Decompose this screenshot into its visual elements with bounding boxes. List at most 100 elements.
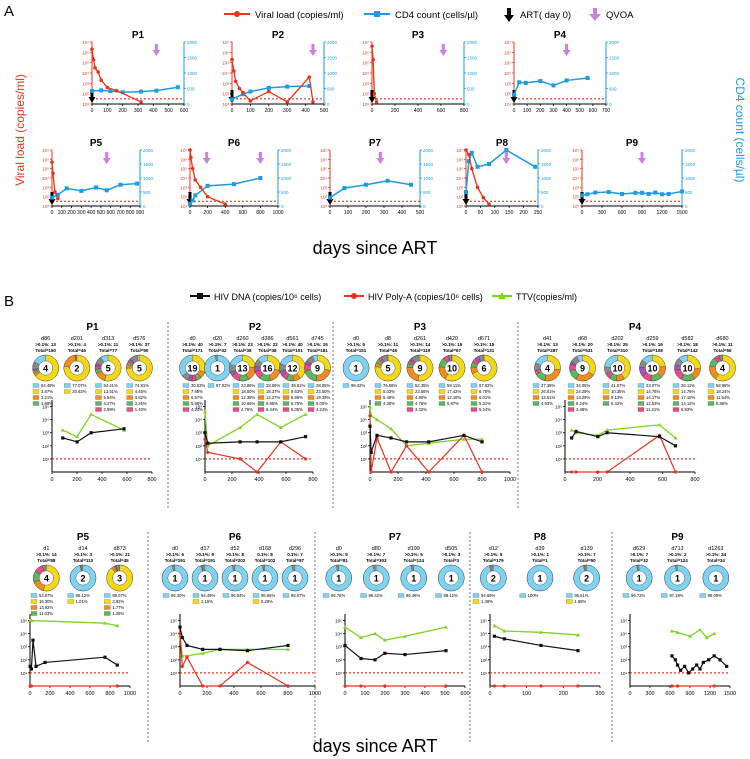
panel-a-chart-P9: P9 10¹ 10² 10³ 10⁴ 10⁵ 10⁶ 10⁷ 0 500 1000 1500 2000 0… [572,138,695,216]
dna-point [89,431,93,435]
x-tick-label: 200 [203,210,212,216]
pie-center [210,360,225,376]
panel-title-P3: P3 [414,322,427,333]
left-tick-label: 10⁷ [572,148,579,153]
x-tick-label: 500 [320,108,329,114]
pie-legend-value: 5.54% [104,395,116,400]
dna-point [657,435,662,439]
pie-legend-value: 4.38% [383,401,395,406]
x-tick-label: 200 [202,691,211,697]
x-tick-label: 800 [283,691,292,697]
cd4-point [99,88,104,93]
pie-total-label: Total=287 [537,348,558,353]
viral-load-point [241,90,245,95]
legend-ttv-marker [498,292,506,299]
pie-legend-swatch [282,389,290,394]
pie-legend-swatch [64,389,71,394]
pie-pct-label: 0.1%: 8 [257,552,273,557]
viral-load-point [53,190,57,194]
pie-center [348,360,364,376]
x-tick-label: 700 [116,210,125,216]
pie-legend-swatch [567,383,575,388]
ttv-line [204,411,306,447]
art-arrow-icon [504,8,514,22]
pie-legend-value: 11.21% [646,407,660,412]
dna-point [683,664,687,668]
right-tick-label: 500 [541,190,549,195]
y-tick-label: 10² [335,658,342,663]
pie-clone-count: 1 [262,574,267,584]
x-tick-label: 100 [491,210,500,216]
dna-line [369,426,483,453]
ttv-point [203,409,207,414]
dna-point [492,634,496,638]
left-tick-label: 10⁶ [180,157,187,162]
x-tick-label: 500 [164,108,173,114]
ttv-point [698,627,702,632]
pie-legend-value: 5.24% [479,407,491,412]
y-tick-label: 10² [195,444,202,449]
polya-point [539,684,543,688]
ttv-point [200,651,205,655]
panel-a-chart-P1: P1 10¹ 10² 10³ 10⁴ 10⁵ 10⁶ 10⁷ 0 500 1000 1500 2000 0… [82,30,197,114]
ttv-point [60,428,65,432]
cd4-point [248,89,253,94]
right-tick-label: 1000 [423,176,434,181]
cd4-point [108,88,113,93]
x-tick-label: 400 [398,210,407,216]
pie-legend-swatch [470,389,478,394]
pie-clone-count: 1 [713,574,718,584]
pie-legend-swatch [637,407,645,412]
ttv-point [669,629,674,633]
x-tick-label: 600 [437,108,446,114]
ttv-point [444,625,448,629]
pie-legend-swatch [602,401,610,406]
left-tick-label: 10⁵ [42,167,49,172]
pie-total-label: Total=310 [607,348,628,353]
pie-center [287,570,303,586]
pie-center [610,360,625,376]
panel-title-P2: P2 [249,322,262,333]
y-tick-label: 10¹ [480,671,487,676]
pie-pct-label: >0.1%: 5 [405,552,424,557]
left-tick-label: 10⁶ [320,157,327,162]
left-tick-label: 10³ [42,185,49,190]
x-tick-label: 200 [227,477,236,483]
pie-legend-value: 95.42% [369,593,383,598]
dna-point [61,436,65,440]
pie-pct-label: >0.1%: 3 [74,552,93,557]
pie-legend-value: 16.30% [39,599,53,604]
y-tick-label: 10⁵ [195,405,202,410]
cd4-point [307,84,312,89]
polya-point [570,470,574,474]
x-tick-label: 200 [593,477,602,483]
cd4-point [266,85,271,90]
panel-label-b: B [4,293,14,310]
cd4-point [285,84,290,89]
pie-legend-value: 11.64% [716,395,730,400]
dna-point [201,647,205,651]
dna-point [255,440,259,444]
y-tick-label: 10⁴ [20,632,27,637]
pie-day-label: d8 [385,336,391,342]
dna-point [180,635,184,640]
pie-legend-swatch [519,593,526,598]
pie-pct-label: >0.1%: 14 [36,552,57,557]
pie-legend-swatch [104,599,111,604]
pie-legend-swatch [307,383,315,388]
right-tick-label: 0 [685,204,688,209]
ttv-point [538,630,543,634]
right-tick-label: 500 [281,190,289,195]
ttv-point [255,412,260,416]
bottom-axis-title-a: days since ART [313,238,438,258]
pie-legend-value: 4.27% [104,401,116,406]
polya-point [712,684,716,688]
pie-legend-value: 30.53% [191,383,205,388]
polya-point [218,684,222,688]
ttv-point [461,437,466,441]
dna-point [675,663,680,667]
viral-load-line [91,49,142,103]
x-tick-label: 300 [134,108,143,114]
dna-line [571,430,676,447]
pie-legend-swatch [126,407,133,412]
